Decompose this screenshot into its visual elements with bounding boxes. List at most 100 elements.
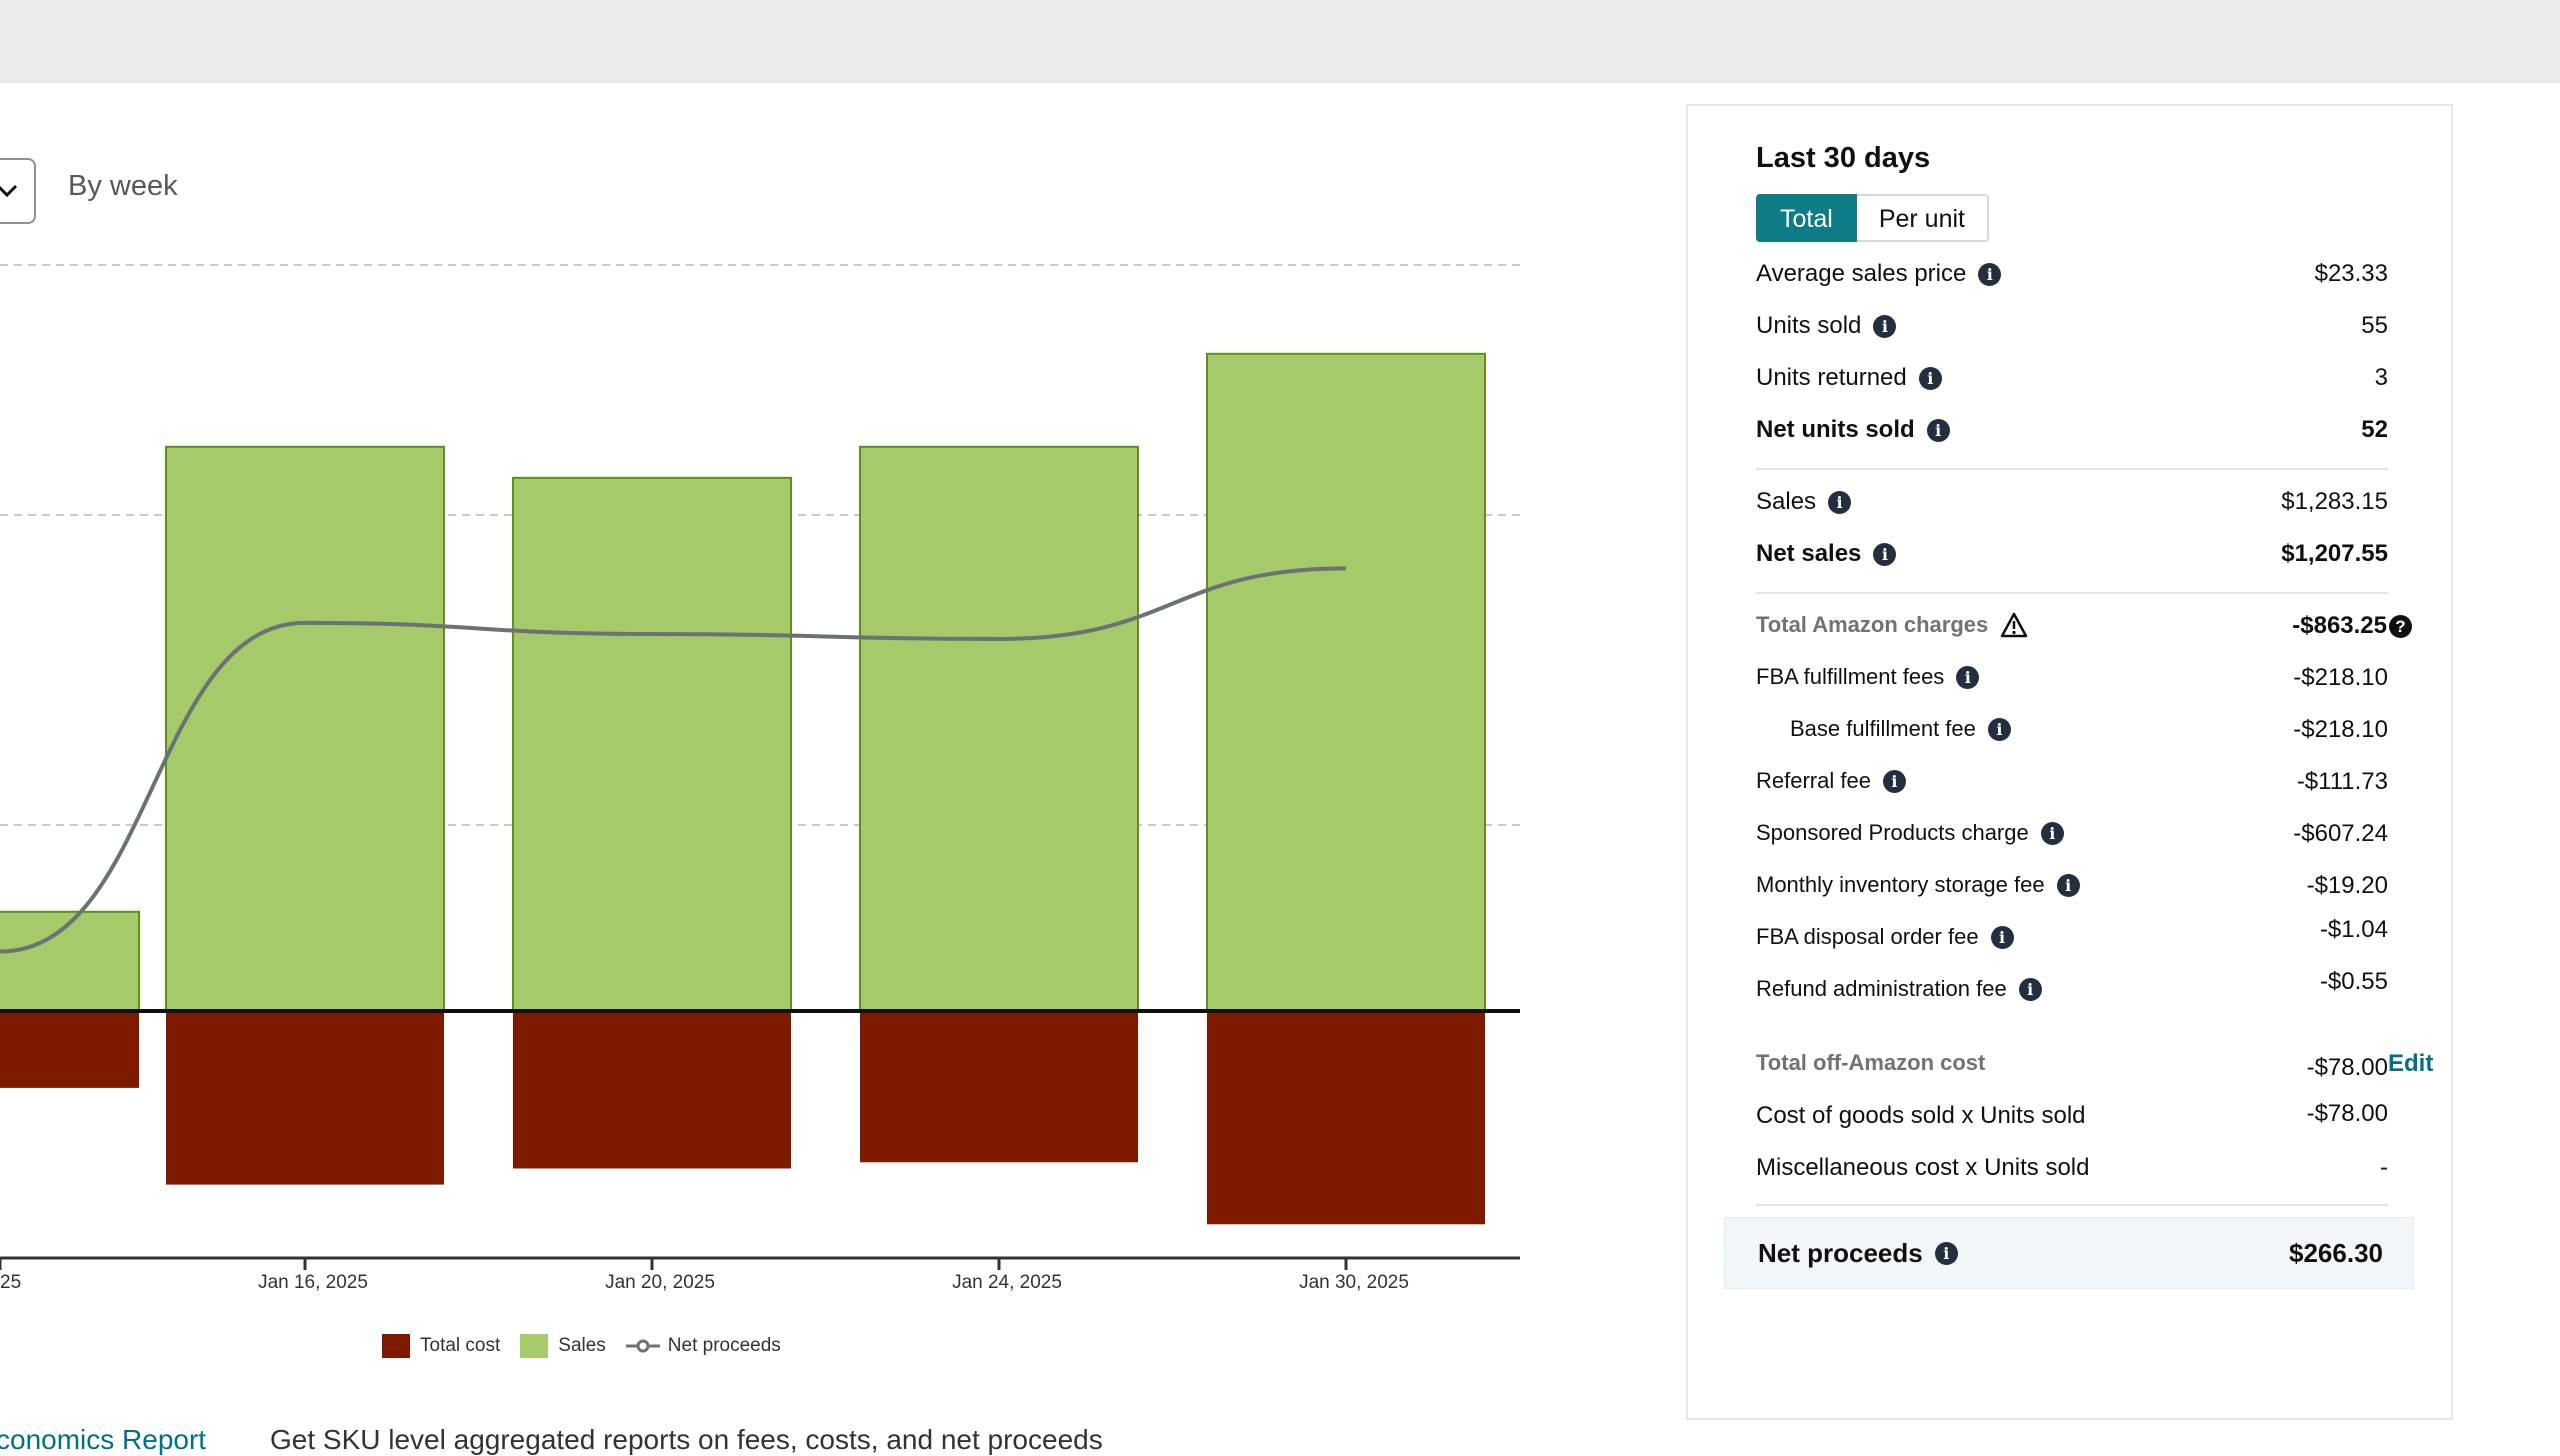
info-icon[interactable]: i: [1828, 490, 1852, 514]
info-icon[interactable]: i: [2018, 977, 2042, 1001]
info-icon[interactable]: i: [1926, 418, 1950, 442]
info-icon[interactable]: i: [1934, 1242, 1958, 1265]
row-sales: Sales i $1,283.15: [1756, 488, 2388, 528]
row-value: -$1.04: [2319, 916, 2388, 943]
info-icon[interactable]: i: [1956, 665, 1980, 689]
legend-swatch: [520, 1334, 549, 1358]
legend-label: Sales: [558, 1335, 606, 1356]
legend-item-total-cost[interactable]: Total cost: [382, 1334, 500, 1358]
total-button[interactable]: Total: [1756, 194, 1857, 242]
row-sponsored-products-charge: Sponsored Products charge i -$607.24: [1756, 820, 2388, 860]
row-label: Average sales price: [1756, 260, 1967, 287]
info-icon[interactable]: i: [1873, 542, 1897, 566]
row-value: 55: [2361, 312, 2388, 339]
info-icon[interactable]: i: [1918, 366, 1942, 390]
sales-bar[interactable]: [0, 910, 140, 1012]
period-label: By week: [68, 170, 178, 202]
x-ticks: 25 Jan 16, 2025 Jan 20, 2025 Jan 24, 2025 Ja…: [0, 1258, 1409, 1293]
row-value: -$218.10: [2293, 716, 2388, 743]
info-icon[interactable]: i: [2040, 821, 2064, 845]
edit-link[interactable]: Edit: [2388, 1050, 2434, 1077]
sales-bar[interactable]: [859, 445, 1139, 1013]
row-label: FBA fulfillment fees: [1756, 664, 1945, 689]
row-label: Monthly inventory storage fee: [1756, 872, 2045, 897]
warning-icon[interactable]: [2000, 612, 2028, 638]
row-units-returned: Units returned i 3: [1756, 364, 2388, 404]
row-label: Sponsored Products charge: [1756, 820, 2029, 845]
row-net-sales: Net sales i $1,207.55: [1756, 540, 2388, 580]
info-icon[interactable]: i: [1873, 314, 1897, 338]
line-marker-icon: [625, 1339, 660, 1353]
row-value: $23.33: [2314, 260, 2388, 287]
row-units-sold: Units sold i 55: [1756, 312, 2388, 352]
sales-bar[interactable]: [1206, 352, 1486, 1013]
row-label: Net sales: [1756, 540, 1862, 567]
row-value: 3: [2374, 364, 2388, 391]
row-total-amazon-charges: Total Amazon charges -$863.25?: [1756, 612, 2412, 652]
total-cost-bar[interactable]: [513, 1011, 791, 1169]
sales-bar[interactable]: [512, 476, 792, 1013]
total-cost-bar[interactable]: [0, 1011, 139, 1088]
info-icon[interactable]: i: [1882, 769, 1906, 793]
row-total-off-amazon-cost: Total off-Amazon cost -$78.00: [1756, 1050, 2388, 1090]
row-fba-fulfillment-fees: FBA fulfillment fees i -$218.10: [1756, 664, 2388, 704]
total-cost-bar[interactable]: [860, 1011, 1138, 1163]
row-value: -$111.73: [2296, 768, 2388, 795]
chart-legend: Total cost Sales Net proceeds: [382, 1334, 801, 1358]
row-value: -$0.55: [2319, 968, 2388, 995]
x-tick-label: 25: [0, 1272, 21, 1293]
help-icon[interactable]: ?: [2389, 615, 2412, 638]
net-proceeds-path: [0, 566, 1347, 954]
info-icon[interactable]: i: [2056, 873, 2080, 897]
row-value: $1,207.55: [2281, 540, 2388, 567]
legend-item-net-proceeds[interactable]: Net proceeds: [625, 1335, 781, 1357]
legend-label: Total cost: [420, 1335, 501, 1356]
row-value: -$19.20: [2306, 872, 2388, 899]
sales-bar[interactable]: [165, 445, 445, 1013]
row-refund-administration-fee: Refund administration fee i -$0.55: [1756, 968, 2388, 1016]
row-label: Net units sold: [1756, 416, 1915, 443]
divider: [1756, 1204, 2388, 1206]
legend-label: Net proceeds: [667, 1335, 781, 1356]
row-label: FBA disposal order fee: [1756, 924, 1979, 949]
row-fba-disposal-order-fee: FBA disposal order fee i -$1.04: [1756, 916, 2388, 964]
report-link[interactable]: conomics Report: [0, 1424, 207, 1455]
view-dropdown[interactable]: [0, 158, 36, 224]
row-label: Units returned: [1756, 364, 1907, 391]
row-value: -$863.25: [2292, 612, 2387, 639]
x-tick-label: Jan 30, 2025: [1299, 1272, 1409, 1293]
row-label: Refund administration fee: [1756, 976, 2007, 1001]
divider: [1756, 468, 2388, 470]
info-icon[interactable]: i: [1987, 717, 2011, 741]
summary-panel: Last 30 days Total Per unit Average sale…: [1686, 104, 2453, 1420]
bars: [0, 352, 1486, 1225]
chevron-down-icon: [0, 184, 18, 198]
row-base-fulfillment-fee: Base fulfillment fee i -$218.10: [1756, 716, 2388, 756]
row-label: Referral fee: [1756, 768, 1871, 793]
info-icon[interactable]: i: [1978, 262, 2002, 286]
per-unit-button[interactable]: Per unit: [1856, 194, 1989, 242]
panel-title: Last 30 days: [1756, 142, 1931, 174]
total-cost-bar[interactable]: [1207, 1011, 1485, 1225]
net-proceeds-box: Net proceeds i $266.30: [1724, 1217, 2414, 1289]
profit-chart: 25 Jan 16, 2025 Jan 20, 2025 Jan 24, 2025 Ja…: [0, 264, 1520, 1293]
row-value: -$78.00: [2306, 1100, 2388, 1127]
divider: [1756, 592, 2388, 594]
legend-swatch: [382, 1334, 410, 1358]
row-value: 52: [2361, 416, 2388, 443]
row-label: Base fulfillment fee: [1790, 716, 1976, 741]
row-average-sales-price: Average sales price i $23.33: [1756, 260, 2388, 300]
row-label: Cost of goods sold x Units sold: [1756, 1102, 2086, 1129]
row-label: Units sold: [1756, 312, 1862, 339]
legend-item-sales[interactable]: Sales: [520, 1334, 606, 1358]
x-tick-label: Jan 20, 2025: [605, 1272, 715, 1293]
row-value: $1,283.15: [2281, 488, 2388, 515]
row-value: -: [2380, 1154, 2388, 1181]
row-label: Sales: [1756, 488, 1817, 515]
row-value: -$78.00: [2306, 1054, 2388, 1081]
info-icon[interactable]: i: [1990, 925, 2014, 949]
row-miscellaneous-cost: Miscellaneous cost x Units sold -: [1756, 1154, 2388, 1194]
x-tick-label: Jan 16, 2025: [258, 1272, 368, 1293]
total-cost-bar[interactable]: [166, 1011, 444, 1185]
row-value: -$607.24: [2293, 820, 2388, 847]
